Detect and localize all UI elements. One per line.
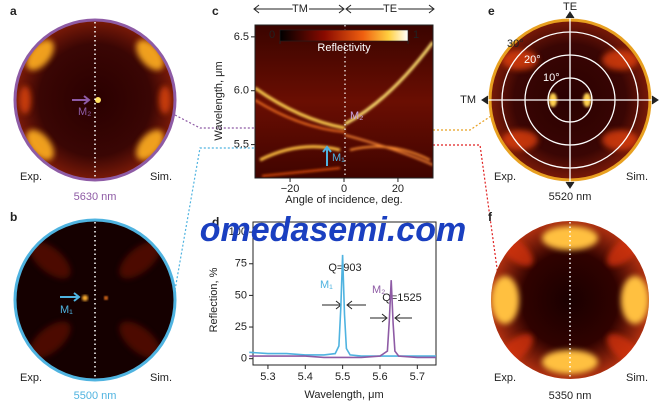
- annotation: Q=903: [328, 262, 361, 274]
- sim-label: Sim.: [626, 171, 648, 183]
- angle-label: 10°: [543, 72, 560, 84]
- caption: 5520 nm: [549, 191, 592, 203]
- panel-a: a M₂ Exp. Sim. 5630 nm: [10, 4, 177, 203]
- x-tick-label: −20: [281, 183, 300, 195]
- x-tick-label: 5.3: [260, 371, 275, 383]
- caption: 5630 nm: [74, 191, 117, 203]
- caption: 5500 nm: [74, 390, 117, 402]
- panel-f: f Exp. Sim. 5350 nm: [488, 210, 649, 402]
- y-tick-label: 6.5: [234, 31, 249, 43]
- y-tick-label: 6.0: [234, 85, 249, 97]
- series-line: [249, 254, 436, 357]
- angle-label: 30°: [507, 38, 524, 50]
- panel-label: a: [10, 4, 17, 18]
- mode-label: M₁: [332, 152, 345, 164]
- mode-label: M₂: [78, 106, 91, 118]
- x-axis-label: Angle of incidence, deg.: [285, 194, 402, 206]
- series-label: M₂: [372, 284, 385, 296]
- x-tick-label: 5.7: [410, 371, 425, 383]
- exp-label: Exp.: [20, 372, 42, 384]
- x-tick-label: 5.6: [372, 371, 387, 383]
- x-tick-label: 5.5: [335, 371, 350, 383]
- caption: 5350 nm: [549, 390, 592, 402]
- mode-label: M₁: [60, 304, 73, 316]
- y-tick-label: 0: [241, 353, 247, 365]
- colorbar-tick-label: 0: [269, 29, 275, 41]
- sim-label: Sim.: [626, 372, 648, 384]
- polarization-label: TE: [383, 3, 397, 15]
- panel-e: e TE TM 10° 20° 30° Exp. Sim. 5520 nm: [460, 1, 659, 203]
- exp-label: Exp.: [494, 372, 516, 384]
- panel-label: b: [10, 210, 17, 224]
- series-label: M₁: [320, 279, 333, 291]
- y-axis-label: Wavelength, μm: [213, 61, 225, 140]
- colorbar-tick-label: 1: [413, 29, 419, 41]
- polarization-label: TM: [292, 3, 308, 15]
- polarization-label: TM: [460, 94, 476, 106]
- series-line: [249, 280, 436, 359]
- panel-label: d: [212, 215, 219, 229]
- angle-label: 20°: [524, 54, 541, 66]
- connectors: [174, 109, 501, 291]
- x-tick-label: 0: [341, 183, 347, 195]
- y-tick-label: 50: [235, 289, 247, 301]
- colorbar-label: Reflectivity: [317, 42, 371, 54]
- x-tick-label: 5.4: [298, 371, 313, 383]
- y-tick-label: 75: [235, 258, 247, 270]
- y-tick-label: 25: [235, 321, 247, 333]
- panel-b: b M₁ Exp. Sim. 5500 nm: [10, 210, 177, 402]
- mode-label: M₂: [350, 110, 363, 122]
- watermark: omedasemi.com: [200, 211, 466, 249]
- panel-label: c: [212, 4, 219, 18]
- y-tick-label: 100: [229, 226, 247, 238]
- x-axis-label: Wavelength, μm: [304, 389, 383, 401]
- panel-label: f: [488, 210, 493, 224]
- polarization-label: TE: [563, 1, 577, 13]
- exp-label: Exp.: [494, 171, 516, 183]
- panel-label: e: [488, 4, 495, 18]
- y-tick-label: 5.5: [234, 139, 249, 151]
- x-tick-label: 20: [392, 183, 404, 195]
- exp-label: Exp.: [20, 171, 42, 183]
- sim-label: Sim.: [150, 171, 172, 183]
- colorbar: [279, 29, 409, 42]
- annotation: Q=1525: [382, 292, 421, 304]
- sim-label: Sim.: [150, 372, 172, 384]
- y-axis-label: Reflection, %: [208, 267, 220, 332]
- panel-c: c Reflectivity TM TE M₂ M₁ Angle of inci…: [212, 1, 435, 206]
